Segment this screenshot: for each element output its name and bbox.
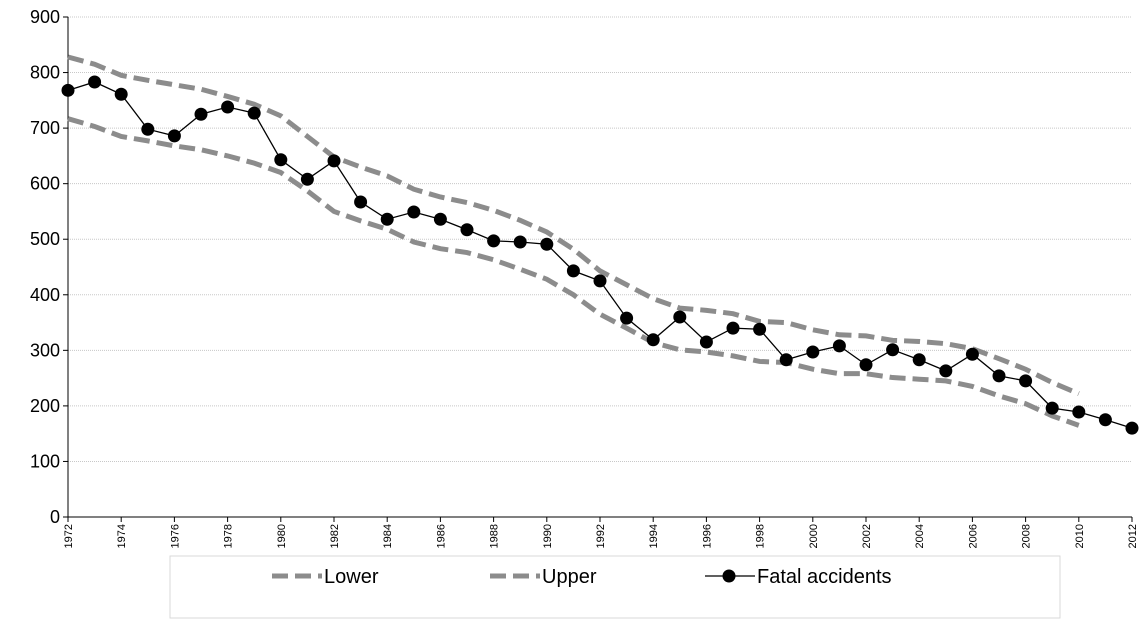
data-point	[247, 106, 261, 120]
data-point	[1125, 421, 1139, 435]
data-point	[673, 310, 687, 324]
x-tick-label: 1978	[223, 524, 235, 548]
data-point	[380, 212, 394, 226]
data-point	[1098, 413, 1112, 427]
series-line	[67, 116, 1080, 428]
data-point	[939, 364, 953, 378]
data-point	[194, 107, 208, 121]
x-tick-label: 1972	[63, 524, 75, 548]
x-tick-label: 1998	[755, 524, 767, 548]
data-point	[354, 195, 368, 209]
data-point	[274, 153, 288, 167]
data-point	[886, 343, 900, 357]
data-point	[1045, 401, 1059, 415]
data-point	[141, 122, 155, 136]
data-point	[513, 235, 527, 249]
data-point	[726, 321, 740, 335]
y-tick-label: 500	[30, 229, 60, 249]
data-point	[300, 172, 314, 186]
x-tick-label: 1988	[489, 524, 501, 548]
x-tick-label: 1982	[329, 524, 341, 548]
legend-label: Fatal accidents	[757, 566, 892, 588]
x-tick-label: 2000	[808, 524, 820, 548]
data-point	[859, 358, 873, 372]
data-point	[88, 75, 102, 89]
x-tick-label: 2010	[1074, 524, 1086, 548]
series-line	[67, 81, 1133, 429]
data-point	[566, 264, 580, 278]
data-point	[433, 212, 447, 226]
x-tick-label: 1986	[435, 524, 447, 548]
data-point	[407, 205, 421, 219]
data-point	[540, 237, 554, 251]
x-tick-label: 2004	[914, 524, 926, 548]
y-tick-label: 800	[30, 63, 60, 83]
y-tick-label: 400	[30, 285, 60, 305]
x-tick-label: 1980	[276, 524, 288, 548]
y-tick-label: 600	[30, 174, 60, 194]
y-tick-label: 100	[30, 451, 60, 471]
data-point	[221, 100, 235, 114]
data-point	[806, 345, 820, 359]
data-point	[114, 87, 128, 101]
data-point	[1019, 374, 1033, 388]
x-tick-label: 1984	[382, 524, 394, 548]
data-point	[167, 129, 181, 143]
x-tick-label: 1990	[542, 524, 554, 548]
y-tick-label: 900	[30, 7, 60, 27]
data-point	[460, 223, 474, 237]
legend-box	[169, 555, 1061, 619]
data-point	[646, 333, 660, 347]
x-tick-label: 1992	[595, 524, 607, 548]
data-point	[593, 274, 607, 288]
x-tick-label: 1976	[169, 524, 181, 548]
x-tick-label: 1994	[648, 524, 660, 548]
data-point	[327, 154, 341, 168]
legend-label: Upper	[542, 566, 597, 588]
legend-label: Lower	[324, 566, 379, 588]
data-point	[965, 347, 979, 361]
x-tick-label: 1974	[116, 524, 128, 548]
x-tick-label: 2006	[967, 524, 979, 548]
y-tick-label: 0	[50, 507, 60, 527]
x-tick-label: 1996	[701, 524, 713, 548]
data-point	[487, 234, 501, 248]
data-point	[753, 322, 767, 336]
x-tick-label: 2002	[861, 524, 873, 548]
data-point	[912, 353, 926, 367]
data-point	[779, 353, 793, 367]
y-tick-label: 200	[30, 396, 60, 416]
data-point	[832, 339, 846, 353]
y-tick-label: 300	[30, 340, 60, 360]
data-point	[699, 335, 713, 349]
series-line	[67, 54, 1080, 396]
data-point	[61, 83, 75, 97]
data-point	[620, 311, 634, 325]
data-point	[1072, 405, 1086, 419]
data-point	[992, 369, 1006, 383]
x-tick-label: 2008	[1021, 524, 1033, 548]
x-tick-label: 2012	[1127, 524, 1139, 548]
y-tick-label: 700	[30, 118, 60, 138]
legend-marker	[722, 569, 736, 583]
